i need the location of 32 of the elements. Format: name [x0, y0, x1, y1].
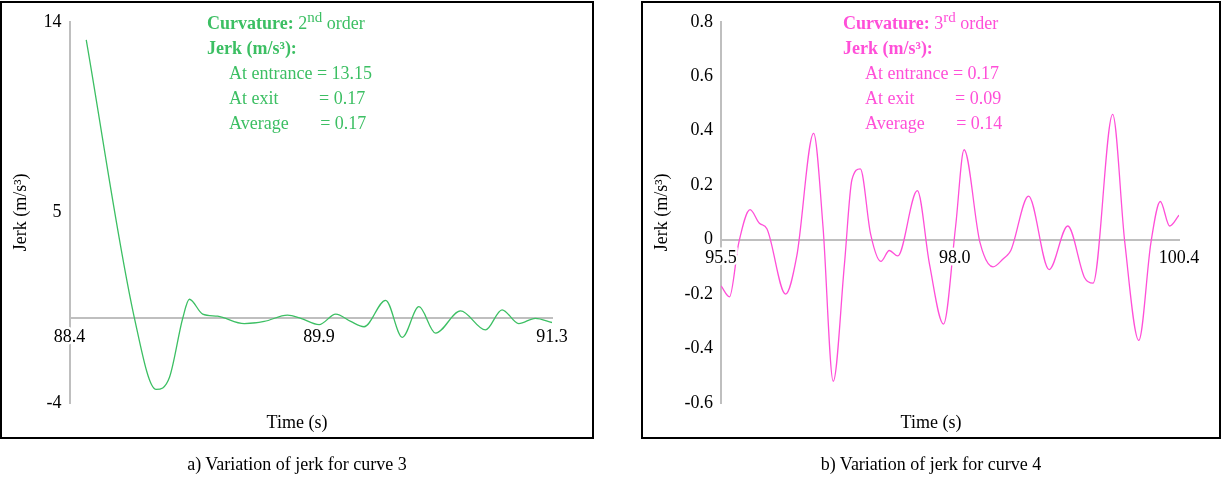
annotation: Curvature: 2$^{nd}$ order: [207, 8, 366, 35]
annotation: Jerk (m/s³):: [843, 38, 933, 58]
annotation: At exit = 0.09: [864, 87, 1003, 110]
annotation: Jerk (m/s³):: [207, 38, 297, 58]
x-tick-label: 88.4: [53, 325, 86, 346]
y-tick-label: -0.4: [684, 337, 714, 358]
y-tick-label: 0.8: [690, 10, 714, 31]
y-tick-label: 0.2: [690, 173, 714, 194]
x-tick-label: 91.3: [536, 325, 568, 346]
annotation: Curvature: 3$^{rd}$ order: [843, 8, 1000, 35]
y-tick-label: -0.2: [684, 282, 714, 303]
annotation: At exit = 0.17: [228, 87, 367, 110]
y-tick-label: -4: [46, 391, 62, 412]
text: a) Variation of jerk for curve 3: [186, 454, 408, 475]
x-tick-label: 95.5: [705, 247, 737, 268]
x-axis-title: Time (s): [265, 412, 329, 433]
annotation: Average = 0.17: [228, 112, 368, 135]
y-tick-label: 14: [43, 10, 62, 31]
y-tick-label: -0.6: [684, 391, 714, 412]
y-axis-title: Jerk (m/s³): [650, 173, 672, 252]
y-tick-label: 5: [52, 201, 62, 222]
x-tick-label: 100.4: [1158, 247, 1200, 268]
x-axis-title: Time (s): [899, 412, 963, 433]
y-tick-label: 0.4: [690, 119, 714, 140]
y-axis-title: Jerk (m/s³): [9, 173, 31, 252]
annotation: Average = 0.14: [864, 112, 1003, 135]
annotation: At entrance = 13.15: [228, 62, 373, 85]
x-tick-label: 89.9: [303, 325, 335, 346]
y-tick-label: 0: [704, 228, 714, 249]
y-tick-label: 0.6: [690, 64, 714, 85]
text: b) Variation of jerk for curve 4: [819, 454, 1043, 475]
annotation: At entrance = 0.17: [864, 62, 1001, 85]
